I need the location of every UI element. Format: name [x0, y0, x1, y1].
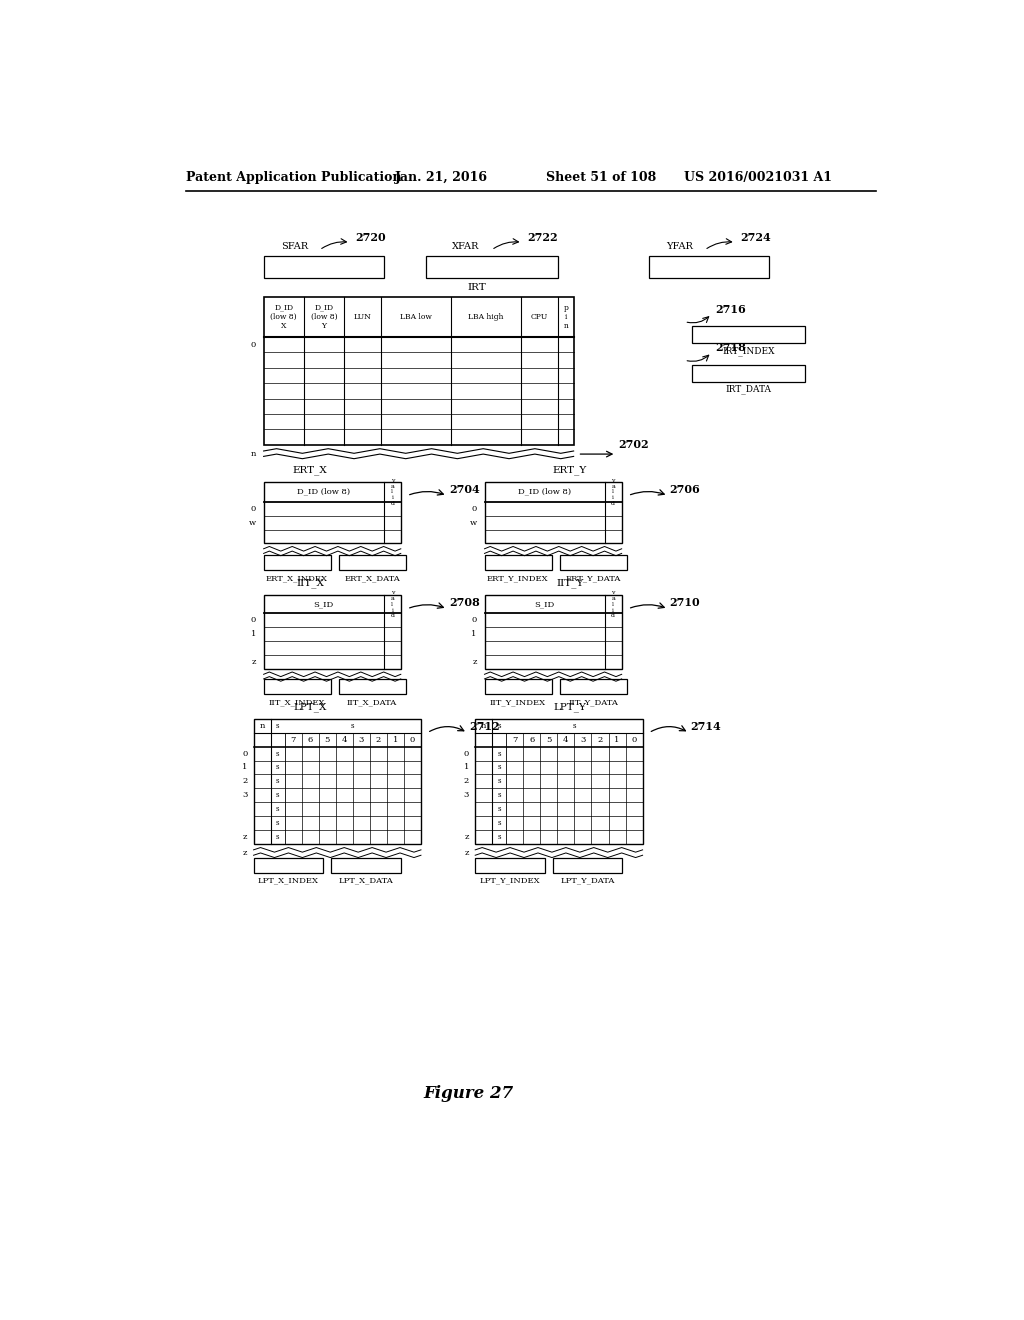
- Text: Sheet 51 of 108: Sheet 51 of 108: [547, 172, 656, 185]
- Text: 7: 7: [512, 735, 517, 743]
- Text: s: s: [275, 818, 280, 826]
- Text: D_ID
(low 8)
X: D_ID (low 8) X: [270, 304, 297, 330]
- Text: IIT_X_DATA: IIT_X_DATA: [347, 698, 397, 706]
- Text: v
a
l
i
d: v a l i d: [611, 478, 615, 506]
- Text: n: n: [481, 722, 486, 730]
- Text: n: n: [259, 722, 265, 730]
- Text: IRT_DATA: IRT_DATA: [725, 384, 771, 395]
- Text: S_ID: S_ID: [535, 601, 555, 609]
- Text: n: n: [251, 450, 256, 458]
- Text: 4: 4: [341, 735, 347, 743]
- Text: s: s: [498, 805, 501, 813]
- Bar: [553, 858, 623, 873]
- Text: 0: 0: [471, 616, 477, 624]
- Text: 2710: 2710: [670, 597, 700, 609]
- Text: ERT_X: ERT_X: [293, 466, 328, 475]
- Text: LPT_X_DATA: LPT_X_DATA: [339, 876, 393, 884]
- Text: 2706: 2706: [670, 484, 700, 495]
- Text: 3: 3: [464, 791, 469, 799]
- Text: YFAR: YFAR: [667, 243, 693, 251]
- Text: v
a
l
i
d: v a l i d: [611, 590, 615, 618]
- Text: 2720: 2720: [355, 232, 386, 243]
- Text: 2: 2: [597, 735, 602, 743]
- Text: s: s: [498, 833, 501, 841]
- Text: ERT_X_INDEX: ERT_X_INDEX: [266, 574, 328, 582]
- Text: IIT_X_INDEX: IIT_X_INDEX: [268, 698, 326, 706]
- Text: s: s: [275, 750, 280, 758]
- Text: IRT: IRT: [467, 284, 486, 292]
- Text: LPT_X: LPT_X: [294, 702, 327, 713]
- Text: 0: 0: [251, 616, 256, 624]
- Text: LPT_Y_DATA: LPT_Y_DATA: [560, 876, 614, 884]
- Text: 1: 1: [471, 630, 477, 639]
- Text: z: z: [465, 849, 469, 857]
- Bar: [331, 858, 400, 873]
- Bar: [692, 326, 805, 343]
- Text: s: s: [275, 791, 280, 799]
- Text: 2: 2: [242, 777, 248, 785]
- Text: s: s: [275, 777, 280, 785]
- Text: z: z: [243, 833, 248, 841]
- Text: IIT_Y_INDEX: IIT_Y_INDEX: [489, 698, 546, 706]
- Text: 5: 5: [546, 735, 552, 743]
- Bar: [254, 719, 421, 843]
- Text: v
a
l
i
d: v a l i d: [390, 590, 394, 618]
- Bar: [692, 364, 805, 381]
- Text: 2704: 2704: [449, 484, 479, 495]
- Bar: [426, 256, 558, 277]
- Text: IRT_INDEX: IRT_INDEX: [722, 346, 774, 356]
- Text: 0: 0: [464, 750, 469, 758]
- Text: 1: 1: [242, 763, 248, 771]
- Bar: [339, 678, 407, 694]
- Text: ERT_Y_INDEX: ERT_Y_INDEX: [487, 574, 549, 582]
- Text: w: w: [470, 519, 477, 527]
- Text: 2712: 2712: [469, 721, 500, 733]
- Text: v
a
l
i
d: v a l i d: [390, 478, 394, 506]
- Bar: [263, 297, 573, 445]
- Text: ERT_X_DATA: ERT_X_DATA: [344, 574, 400, 582]
- Text: 1: 1: [251, 630, 256, 639]
- Bar: [560, 554, 627, 570]
- Text: SFAR: SFAR: [281, 243, 308, 251]
- Text: s: s: [351, 722, 354, 730]
- Text: 7: 7: [291, 735, 296, 743]
- Text: 2724: 2724: [740, 232, 771, 243]
- Text: s: s: [498, 750, 501, 758]
- Text: LBA high: LBA high: [468, 313, 504, 321]
- Text: ERT_Y: ERT_Y: [553, 466, 587, 475]
- Text: 0: 0: [410, 735, 415, 743]
- Text: 3: 3: [581, 735, 586, 743]
- Text: LBA low: LBA low: [400, 313, 432, 321]
- Text: s: s: [275, 763, 280, 771]
- Text: z: z: [465, 833, 469, 841]
- Text: s: s: [275, 722, 280, 730]
- Text: S_ID: S_ID: [313, 601, 334, 609]
- Text: 1: 1: [614, 735, 620, 743]
- Text: 2718: 2718: [716, 342, 746, 354]
- Bar: [263, 678, 331, 694]
- Text: s: s: [572, 722, 577, 730]
- Text: w: w: [249, 519, 256, 527]
- Text: 0: 0: [251, 504, 256, 512]
- Text: s: s: [498, 818, 501, 826]
- Text: s: s: [498, 777, 501, 785]
- Text: IIT_Y_DATA: IIT_Y_DATA: [568, 698, 617, 706]
- Text: z: z: [252, 657, 256, 667]
- Text: IIT_Y: IIT_Y: [556, 578, 584, 589]
- Bar: [263, 256, 384, 277]
- Text: 6: 6: [529, 735, 535, 743]
- Text: LUN: LUN: [354, 313, 372, 321]
- Text: 2716: 2716: [716, 304, 746, 315]
- Bar: [263, 595, 400, 669]
- Text: 2722: 2722: [527, 232, 558, 243]
- Text: LPT_X_INDEX: LPT_X_INDEX: [258, 876, 318, 884]
- Bar: [263, 554, 331, 570]
- Text: 1: 1: [464, 763, 469, 771]
- Text: 1: 1: [392, 735, 398, 743]
- Text: D_ID (low 8): D_ID (low 8): [518, 488, 571, 496]
- Text: 2708: 2708: [449, 597, 479, 609]
- Text: 2702: 2702: [618, 440, 649, 450]
- Text: s: s: [275, 833, 280, 841]
- Text: z: z: [472, 657, 477, 667]
- Text: US 2016/0021031 A1: US 2016/0021031 A1: [684, 172, 833, 185]
